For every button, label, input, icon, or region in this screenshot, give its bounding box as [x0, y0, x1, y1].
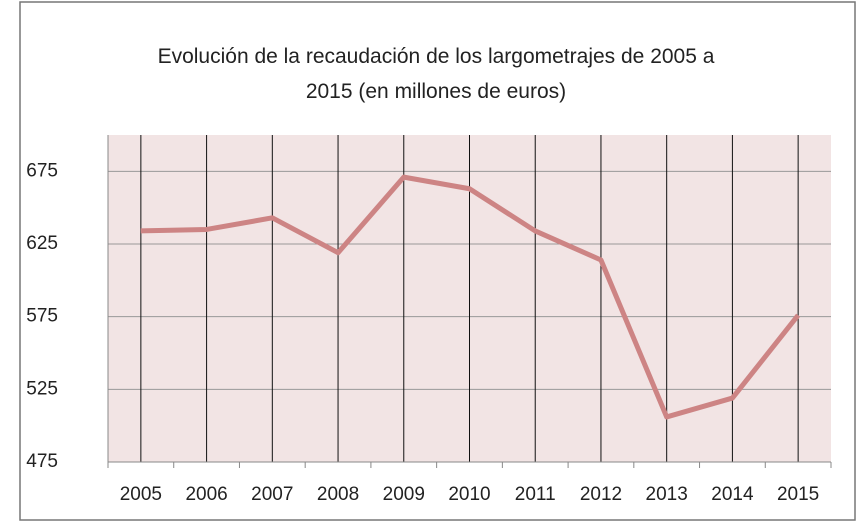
x-tick-label: 2010 — [448, 484, 490, 505]
y-tick-label: 525 — [26, 378, 58, 399]
x-tick-label: 2012 — [580, 484, 622, 505]
x-tick-label: 2011 — [515, 484, 556, 505]
y-tick-label: 475 — [26, 451, 58, 472]
y-tick-label: 675 — [26, 160, 58, 181]
data-line — [140, 174, 801, 420]
y-tick-label: 575 — [26, 306, 58, 327]
x-tick-label: 2009 — [383, 484, 425, 505]
x-tick-label: 2006 — [185, 484, 227, 505]
x-tick-label: 2014 — [711, 484, 754, 505]
chart-title: Evolución de la recaudación de los largo… — [158, 45, 715, 103]
x-tick-label: 2007 — [251, 484, 293, 505]
x-tick-label: 2005 — [120, 484, 162, 505]
x-tick-label: 2013 — [646, 484, 688, 505]
x-tick-label: 2008 — [317, 484, 359, 505]
x-tick-label: 2015 — [777, 484, 819, 505]
y-tick-label: 625 — [26, 233, 58, 254]
